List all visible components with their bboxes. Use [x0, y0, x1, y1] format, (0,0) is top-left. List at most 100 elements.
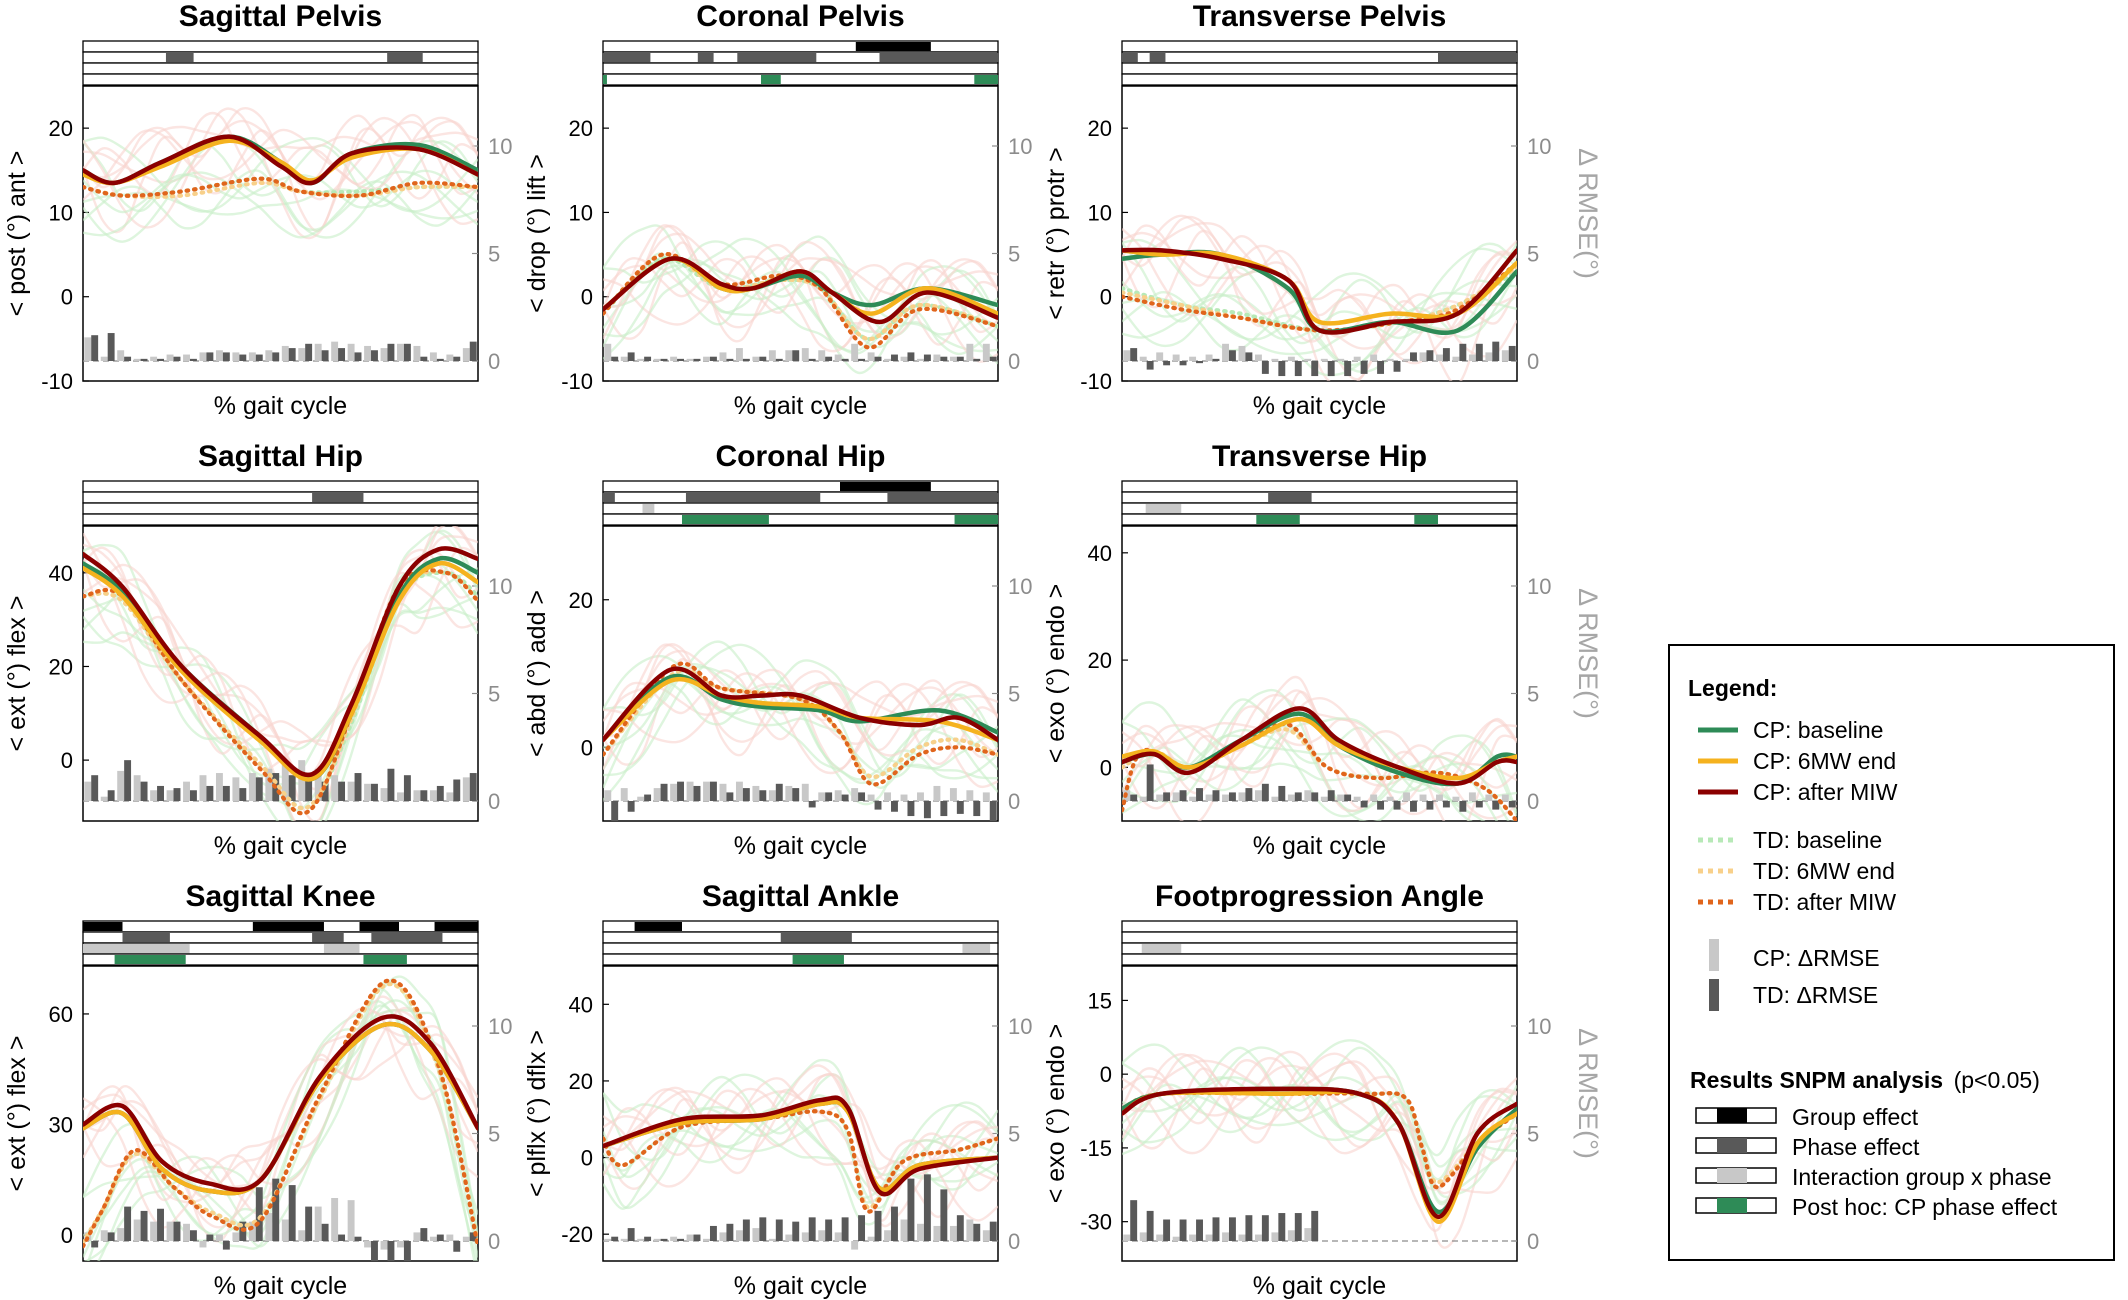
- individual-trace: [603, 224, 998, 340]
- snpm-segment: [780, 933, 852, 942]
- rmse-bar-td: [1294, 1213, 1302, 1241]
- individual-trace: [603, 257, 998, 336]
- rmse-bar-td: [173, 1221, 181, 1241]
- snpm-segment: [434, 922, 478, 931]
- rmse-bar-td: [338, 781, 346, 801]
- y-axis-label: < drop (°) lift >: [523, 154, 551, 313]
- snpm-segment: [855, 42, 931, 51]
- rmse-bar-cp: [1468, 354, 1476, 361]
- snpm-segment: [359, 922, 399, 931]
- rmse-bar-td: [1311, 361, 1319, 377]
- rmse-bar-td: [1508, 345, 1516, 361]
- r-tick-label: 10: [488, 1014, 512, 1039]
- rmse-bar-cp: [1189, 356, 1197, 361]
- r-tick-label: 10: [1008, 134, 1032, 159]
- rmse-bar-td: [1130, 1200, 1138, 1241]
- rmse-bar-td: [1179, 1219, 1187, 1241]
- y-tick-label: 0: [1100, 285, 1112, 310]
- rmse-bar-cp: [215, 350, 223, 361]
- r-tick-label: 10: [1527, 134, 1551, 159]
- panel-0: Sagittal Pelvis -10 0 10 20 0 5 10 < post (°) an…: [3, 0, 512, 420]
- snpm-segment: [682, 515, 769, 524]
- rmse-bar-cp: [166, 790, 174, 801]
- rmse-bar-cp: [347, 343, 355, 361]
- rmse-bar-td: [157, 358, 164, 361]
- rmse-bar-td: [891, 1206, 898, 1241]
- rmse-bar-cp: [100, 796, 108, 801]
- rmse-bar-td: [1294, 792, 1302, 801]
- legend-swatch-td-drmse: [1709, 979, 1719, 1011]
- snpm-segment: [252, 922, 324, 931]
- r-tick-label: 0: [1008, 1229, 1020, 1254]
- rmse-bar-cp: [982, 792, 990, 801]
- rmse-bar-cp: [232, 352, 240, 361]
- individual-trace: [1122, 224, 1517, 356]
- rmse-bar-cp: [215, 1234, 223, 1241]
- rmse-bar-cp: [1189, 1234, 1197, 1241]
- rmse-bar-cp: [785, 350, 793, 361]
- rmse-bar-cp: [133, 1219, 141, 1241]
- rmse-bar-td: [644, 1236, 652, 1241]
- individual-trace: [83, 546, 478, 821]
- rmse-bar-cp: [397, 1241, 404, 1248]
- y-tick-label: -30: [1080, 1210, 1112, 1235]
- rmse-bar-td: [973, 1223, 981, 1241]
- rmse-bar-td: [1508, 801, 1516, 808]
- snpm-segment: [122, 933, 170, 942]
- snpm-segment: [887, 493, 998, 502]
- individual-trace: [603, 643, 998, 770]
- rmse-bar-td: [436, 1234, 444, 1241]
- rmse-bar-td: [371, 350, 378, 361]
- legend-title: Legend:: [1688, 675, 1777, 701]
- rmse-bar-td: [973, 801, 981, 817]
- rmse-bar-td: [1492, 801, 1500, 810]
- rmse-bar-td: [808, 1217, 816, 1241]
- rmse-bar-cp: [900, 356, 908, 361]
- rmse-bar-td: [792, 788, 800, 801]
- rmse-bar-cp: [851, 343, 859, 361]
- rmse-bar-td: [189, 1230, 197, 1241]
- panel-5: Transverse Hip 0 20 40 0 5 10 < exo (°) endo > Δ…: [1042, 440, 1603, 860]
- individual-trace: [83, 170, 478, 239]
- rmse-bar-cp: [653, 1238, 661, 1241]
- r-tick-label: 10: [488, 574, 512, 599]
- rmse-bar-td: [759, 790, 767, 801]
- rmse-bar-cp: [1353, 796, 1361, 801]
- rmse-bar-cp: [133, 775, 141, 801]
- individual-trace: [1122, 1046, 1517, 1157]
- rmse-bar-td: [387, 343, 395, 361]
- series-td-miw: [603, 252, 998, 350]
- r-tick-label: 5: [488, 242, 500, 267]
- legend-snpm-p: (p<0.05): [1954, 1067, 2040, 1093]
- panel-2: Transverse Pelvis -10 0 10 20 0 5 10 < retr (°) …: [1042, 0, 1603, 420]
- rmse-bar-td: [1344, 794, 1352, 801]
- rmse-bar-td: [956, 1215, 964, 1241]
- rmse-bar-cp: [1370, 354, 1378, 361]
- snpm-segment: [792, 955, 844, 964]
- x-axis-label: % gait cycle: [734, 1272, 867, 1300]
- rmse-bar-td: [611, 356, 619, 361]
- rmse-bar-cp: [265, 350, 273, 361]
- rmse-bar-td: [825, 356, 833, 361]
- rmse-bar-cp: [281, 764, 289, 801]
- rmse-bar-td: [1442, 801, 1450, 808]
- snpm-segment: [1141, 944, 1182, 953]
- rmse-bar-td: [775, 358, 783, 361]
- series-td-6mw: [83, 569, 478, 811]
- y-tick-label: 20: [569, 1069, 593, 1094]
- rmse-bar-td: [338, 348, 346, 361]
- snpm-row: [82, 62, 479, 75]
- rmse-bar-td: [1228, 792, 1236, 801]
- rmse-bar-cp: [183, 781, 190, 801]
- y-axis-label: < exo (°) endo >: [1042, 584, 1070, 764]
- y-axis-label: < plflx (°) dflx >: [523, 1030, 551, 1197]
- rmse-bar-td: [403, 1241, 411, 1261]
- rmse-bar-cp: [752, 1228, 760, 1241]
- rmse-bar-cp: [900, 794, 908, 801]
- rmse-bar-td: [923, 354, 931, 361]
- y-tick-label: 0: [1100, 1062, 1112, 1087]
- snpm-row: [1121, 40, 1518, 53]
- panel-title: Sagittal Hip: [198, 440, 363, 473]
- rmse-bar-td: [436, 785, 444, 801]
- rmse-bar-td: [124, 1206, 132, 1241]
